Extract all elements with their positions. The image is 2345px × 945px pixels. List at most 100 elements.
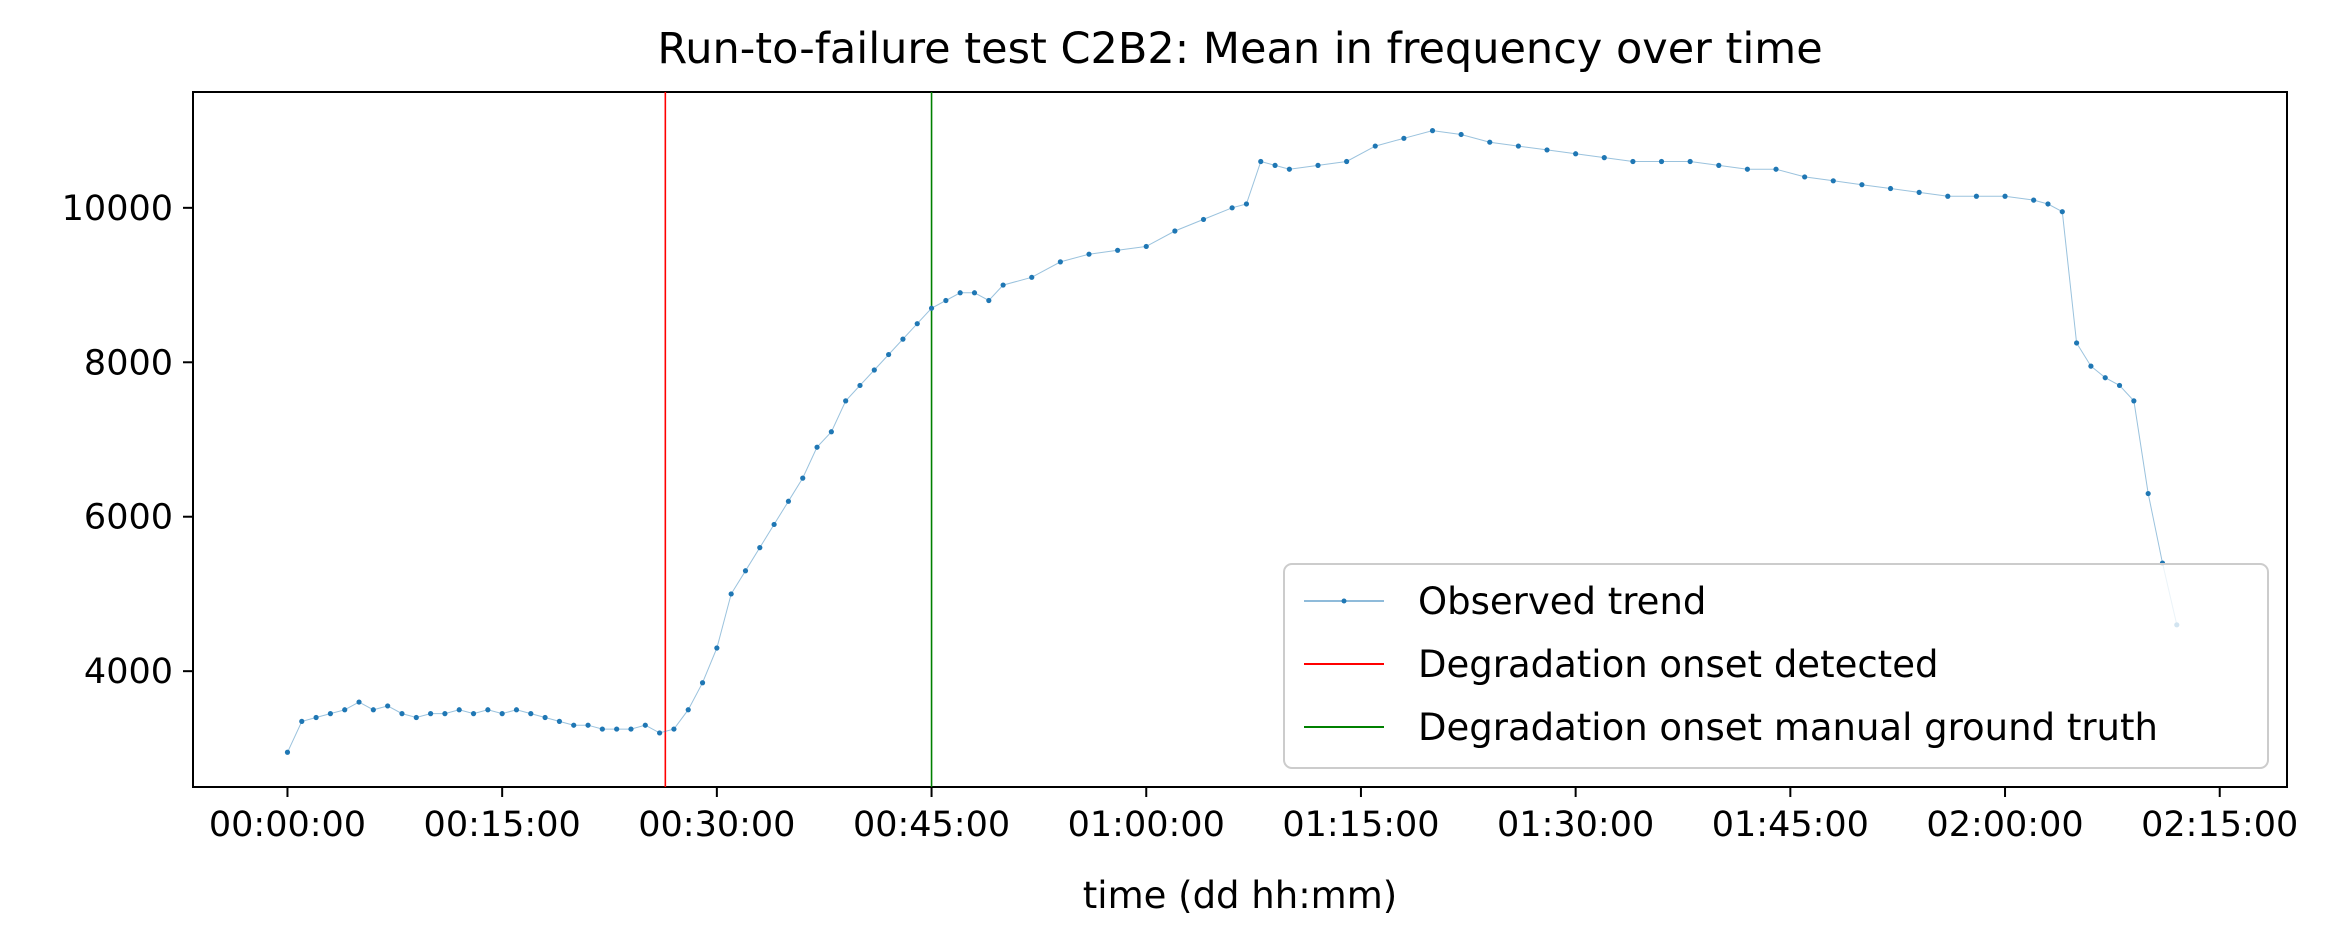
observed-trend-point [1143, 243, 1149, 250]
observed-trend-point [1243, 201, 1250, 207]
observed-trend-point [1272, 162, 1278, 168]
observed-trend-point [785, 498, 792, 504]
observed-trend-point [456, 707, 462, 713]
x-tick-label: 00:15:00 [424, 805, 581, 845]
observed-trend-point [614, 726, 620, 732]
y-tick-label: 4000 [84, 652, 173, 692]
observed-trend-point [1487, 139, 1493, 145]
observed-trend-point [342, 707, 348, 713]
observed-trend-point [2073, 340, 2080, 346]
observed-trend-point [1229, 205, 1235, 211]
x-axis-label: time (dd hh:mm) [1083, 874, 1397, 917]
observed-trend-point [1286, 166, 1292, 172]
chart-title: Run-to-failure test C2B2: Mean in freque… [657, 24, 1822, 74]
observed-trend-point [313, 714, 319, 721]
observed-trend-point [914, 321, 920, 327]
y-tick-label: 8000 [84, 343, 173, 383]
observed-trend-point [814, 444, 820, 450]
observed-trend-point [2131, 398, 2137, 404]
observed-trend-point [757, 545, 763, 551]
observed-trend-point [442, 711, 448, 717]
observed-trend-point [1802, 174, 1808, 180]
observed-trend-point [714, 645, 720, 651]
x-tick-label: 02:00:00 [1926, 805, 2083, 845]
observed-trend-point [800, 475, 806, 481]
observed-trend-point [542, 714, 548, 721]
observed-trend-point [742, 568, 749, 574]
observed-trend-point [1859, 182, 1865, 188]
observed-trend-point [1744, 166, 1750, 172]
legend-marker-observed [1341, 598, 1347, 604]
observed-trend-point [971, 290, 978, 296]
observed-trend-point [2059, 209, 2065, 215]
observed-trend-point [1544, 147, 1550, 153]
observed-trend-point [1515, 143, 1521, 149]
observed-trend-point [1029, 274, 1035, 280]
legend: Observed trend Degradation onset detecte… [1283, 563, 2269, 769]
observed-trend-point [957, 290, 963, 296]
observed-trend-point [928, 305, 935, 311]
observed-trend-point [385, 703, 391, 709]
observed-trend-point [427, 711, 434, 717]
observed-trend-point [1401, 135, 1407, 141]
observed-trend-point [642, 722, 648, 728]
y-tick-label: 6000 [84, 498, 173, 538]
x-tick-label: 00:45:00 [853, 805, 1010, 845]
observed-trend-point [2031, 197, 2037, 203]
observed-trend-point [2102, 375, 2108, 381]
x-tick-label: 02:15:00 [2141, 805, 2298, 845]
observed-trend-point [327, 711, 334, 717]
observed-trend-point [1372, 143, 1378, 149]
observed-trend-point [284, 749, 291, 755]
observed-trend-point [470, 711, 477, 717]
observed-trend-point [1200, 216, 1207, 223]
observed-trend-point [1258, 158, 1264, 165]
series-layer [284, 128, 2180, 755]
observed-trend-point [299, 718, 305, 724]
observed-trend-point [1000, 282, 1006, 288]
observed-trend-point [1086, 251, 1092, 257]
observed-trend-point [356, 699, 362, 705]
x-tick-label: 01:30:00 [1497, 805, 1654, 845]
observed-trend-point [1916, 189, 1922, 195]
observed-trend-point [1687, 158, 1693, 165]
observed-trend-point [2116, 382, 2123, 389]
observed-trend-point [485, 707, 491, 713]
observed-trend-point [843, 398, 849, 404]
x-tick-label: 01:45:00 [1712, 805, 1869, 845]
observed-trend-point [699, 680, 706, 686]
x-axis: 00:00:00 00:15:00 00:30:00 00:45:00 01:00:00… [209, 787, 2298, 845]
observed-trend-point [1773, 166, 1779, 172]
observed-trend-point [685, 707, 691, 713]
observed-trend-point [1830, 178, 1836, 184]
observed-trend-point [1945, 193, 1951, 199]
observed-trend-point [886, 351, 892, 358]
observed-trend-point [1658, 158, 1665, 165]
legend-label-observed: Observed trend [1418, 580, 1706, 623]
y-axis: 4000 6000 8000 10000 [62, 189, 193, 692]
observed-trend-point [1716, 162, 1722, 168]
plot-area-frame [192, 91, 2288, 788]
observed-trend-point [828, 429, 834, 435]
observed-trend-point [1057, 259, 1063, 265]
observed-trend-point [1887, 185, 1894, 192]
vertical-lines [664, 92, 933, 787]
observed-trend-point [370, 707, 376, 713]
observed-trend-point [513, 707, 520, 713]
observed-trend-point [399, 711, 405, 717]
observed-trend-point [1973, 193, 1980, 199]
observed-trend-point [986, 297, 992, 304]
x-tick-label: 01:00:00 [1068, 805, 1225, 845]
legend-label-ground-truth: Degradation onset manual ground truth [1418, 706, 2158, 749]
legend-box [1283, 563, 2269, 769]
observed-trend-point [900, 336, 906, 342]
observed-trend-point [1429, 128, 1436, 134]
observed-trend-point [1115, 247, 1121, 253]
observed-trend-point [599, 726, 605, 732]
observed-trend-point [1172, 228, 1178, 234]
y-tick-label: 10000 [62, 189, 173, 229]
observed-trend-point [2088, 363, 2094, 369]
observed-trend-point [1344, 158, 1350, 165]
observed-trend-point [528, 711, 534, 717]
